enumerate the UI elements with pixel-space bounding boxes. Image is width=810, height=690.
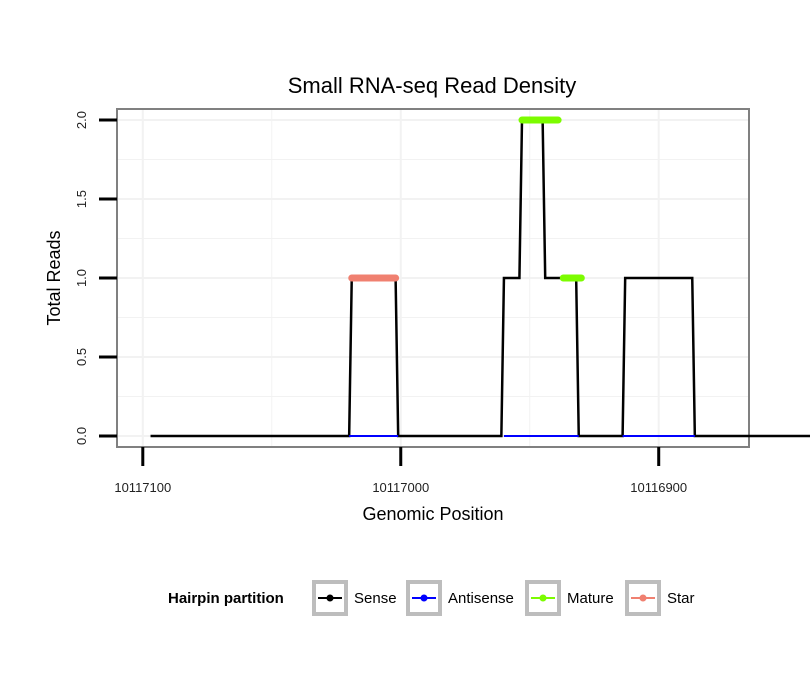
y-tick-label: 1.5: [74, 190, 89, 208]
y-tick-label: 0.5: [74, 348, 89, 366]
legend-item-mature: Mature: [525, 580, 614, 616]
legend-key-point: [420, 594, 428, 602]
legend-item-star: Star: [625, 580, 695, 616]
legend-key-point: [326, 594, 334, 602]
x-axis-title: Genomic Position: [362, 504, 503, 524]
legend-label: Antisense: [448, 590, 514, 607]
x-tick-label: 10117100: [114, 480, 171, 495]
y-axis: 0.0 0.5 1.0 1.5 2.0: [74, 111, 117, 445]
legend-label: Mature: [567, 590, 614, 607]
legend-key-point: [539, 594, 547, 602]
legend-label: Sense: [354, 590, 397, 607]
legend-item-sense: Sense: [312, 580, 397, 616]
y-tick-label: 2.0: [74, 111, 89, 129]
x-axis: 10117100 10117000 10116900: [114, 447, 687, 495]
x-tick-label: 10116900: [630, 480, 687, 495]
legend-title: Hairpin partition: [168, 590, 284, 607]
legend-key-point: [639, 594, 647, 602]
x-tick-label: 10117000: [372, 480, 429, 495]
y-axis-title: Total Reads: [44, 230, 64, 325]
y-tick-label: 0.0: [74, 427, 89, 445]
y-tick-label: 1.0: [74, 269, 89, 287]
legend-label: Star: [667, 590, 695, 607]
chart-title: Small RNA-seq Read Density: [288, 73, 577, 98]
legend-item-antisense: Antisense: [406, 580, 514, 616]
legend: Hairpin partition Sense Antisense Mature St…: [168, 580, 695, 616]
series-layer: [150, 116, 810, 438]
